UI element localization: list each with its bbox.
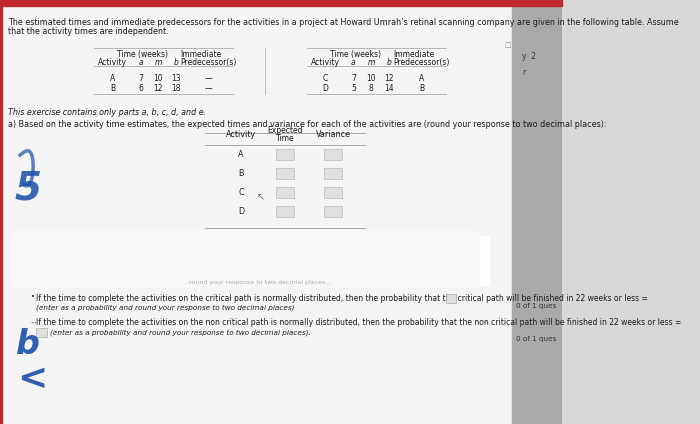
Text: —: —: [205, 74, 213, 83]
Text: Immediate: Immediate: [180, 50, 221, 59]
Text: r: r: [522, 68, 525, 77]
Text: a: a: [351, 58, 356, 67]
Text: 14: 14: [384, 84, 393, 93]
Text: D: D: [238, 207, 244, 216]
Text: If the time to complete the activities on the critical path is normally distribu: If the time to complete the activities o…: [36, 294, 648, 303]
Bar: [446, 294, 456, 303]
Bar: [0, 0, 562, 6]
Text: If the time to complete the activities on the non critical path is normally dist: If the time to complete the activities o…: [36, 318, 682, 327]
Bar: [16, 236, 490, 286]
Text: b: b: [174, 58, 178, 67]
Bar: [276, 187, 294, 198]
Text: The estimated times and immediate predecessors for the activities in a project a: The estimated times and immediate predec…: [8, 18, 679, 27]
Text: (enter as a probability and round your response to two decimal places).: (enter as a probability and round your r…: [50, 329, 311, 336]
Bar: [325, 168, 342, 179]
Text: Variance: Variance: [316, 130, 351, 139]
Text: 18: 18: [172, 84, 181, 93]
Bar: [276, 168, 294, 179]
Text: a: a: [139, 58, 143, 67]
Text: <: <: [18, 362, 48, 396]
Text: C: C: [238, 188, 244, 197]
Text: A: A: [419, 74, 424, 83]
Text: 7: 7: [351, 74, 356, 83]
Text: Activity: Activity: [311, 58, 340, 67]
Text: y  2: y 2: [522, 52, 536, 61]
Text: ...round your response to two decimal places...: ...round your response to two decimal pl…: [183, 280, 331, 285]
Text: A: A: [238, 150, 244, 159]
Bar: [512, 6, 562, 424]
Text: B: B: [110, 84, 115, 93]
Text: 5: 5: [351, 84, 356, 93]
Text: C: C: [323, 74, 328, 83]
Text: ↖: ↖: [257, 192, 265, 202]
Text: b: b: [16, 328, 40, 361]
Text: 0 of 1 ques: 0 of 1 ques: [517, 336, 556, 342]
Text: —: —: [205, 84, 213, 93]
Text: Immediate: Immediate: [393, 50, 434, 59]
Bar: [0, 6, 2, 424]
Text: This exercise contains only parts a, b, c, d, and e.: This exercise contains only parts a, b, …: [8, 108, 206, 117]
Text: A: A: [110, 74, 115, 83]
Bar: [276, 206, 294, 217]
Bar: [36, 328, 47, 337]
Text: □: □: [505, 42, 511, 48]
Text: m: m: [155, 58, 162, 67]
Text: B: B: [419, 84, 424, 93]
Text: 10: 10: [153, 74, 163, 83]
Text: that the activity times are independent.: that the activity times are independent.: [8, 27, 169, 36]
Text: Activity: Activity: [98, 58, 127, 67]
Text: a) Based on the activity time estimates, the expected times and variance for eac: a) Based on the activity time estimates,…: [8, 120, 606, 129]
Bar: [325, 187, 342, 198]
Text: 12: 12: [384, 74, 393, 83]
Text: •: •: [31, 294, 34, 300]
Bar: [325, 206, 342, 217]
Text: m: m: [368, 58, 374, 67]
Bar: [325, 149, 342, 160]
Text: Expected: Expected: [267, 126, 303, 135]
Text: (enter as a probability and round your response to two decimal places): (enter as a probability and round your r…: [36, 304, 295, 311]
Text: 8: 8: [369, 84, 374, 93]
Text: b: b: [386, 58, 391, 67]
Text: ...: ...: [31, 318, 37, 324]
Text: Predecessor(s): Predecessor(s): [181, 58, 237, 67]
Text: Time: Time: [276, 134, 295, 143]
Text: Time (weeks): Time (weeks): [117, 50, 168, 59]
Text: Time (weeks): Time (weeks): [330, 50, 381, 59]
Text: 13: 13: [171, 74, 181, 83]
Text: Predecessor(s): Predecessor(s): [393, 58, 450, 67]
Text: Activity: Activity: [226, 130, 256, 139]
Text: 10: 10: [366, 74, 376, 83]
Text: 12: 12: [153, 84, 163, 93]
Bar: [276, 149, 294, 160]
Text: 5: 5: [15, 170, 41, 208]
Text: 7: 7: [138, 74, 143, 83]
FancyBboxPatch shape: [10, 230, 480, 288]
Text: B: B: [238, 169, 244, 178]
Text: 0 of 1 ques: 0 of 1 ques: [517, 303, 556, 309]
Text: 6: 6: [138, 84, 143, 93]
Text: D: D: [323, 84, 328, 93]
